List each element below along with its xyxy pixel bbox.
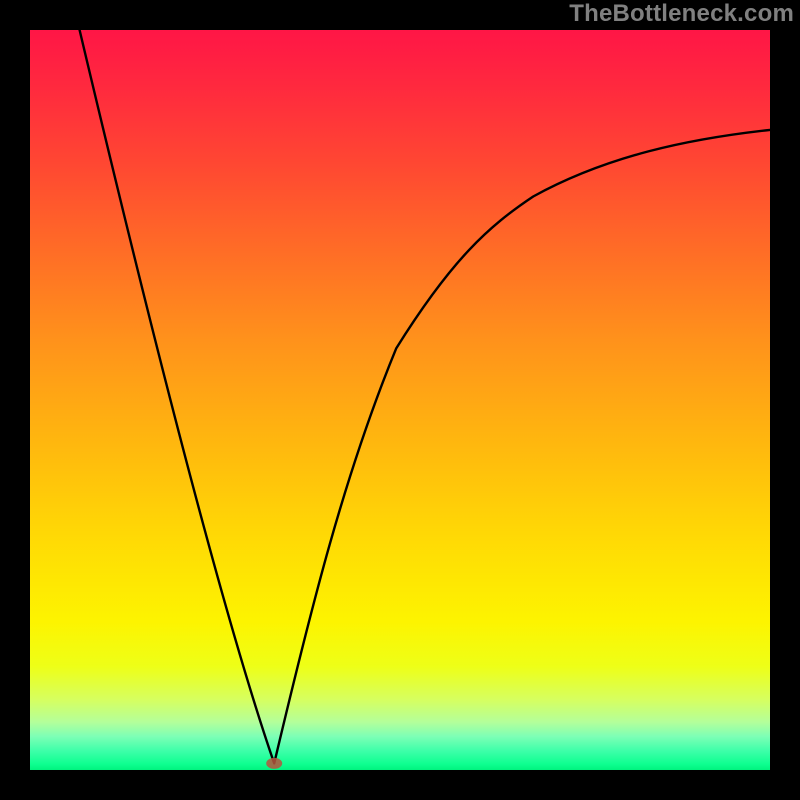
- plot-area: [30, 30, 770, 770]
- chart-svg: [0, 0, 800, 800]
- watermark-text: TheBottleneck.com: [569, 0, 794, 28]
- minimum-marker: [266, 758, 282, 769]
- chart-container: TheBottleneck.com: [0, 0, 800, 800]
